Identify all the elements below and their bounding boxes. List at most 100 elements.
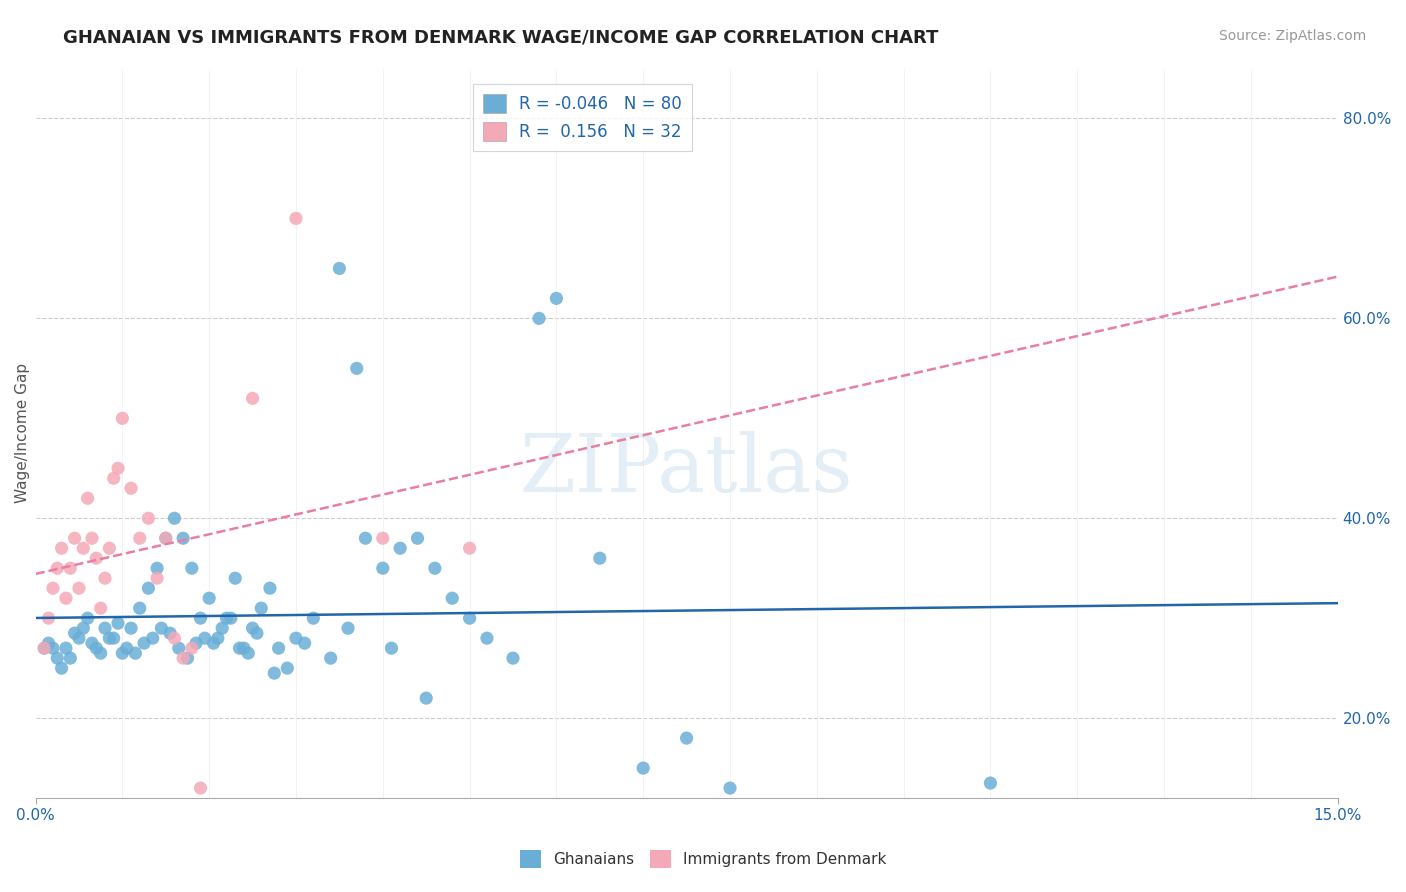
- Point: [138, 581, 160, 595]
- Y-axis label: Wage/Income Gap: Wage/Income Gap: [15, 363, 30, 503]
- Point: [718, 780, 741, 795]
- Point: [46, 561, 69, 575]
- Point: [120, 481, 142, 495]
- Point: [142, 631, 165, 645]
- Point: [198, 591, 221, 606]
- Point: [186, 636, 208, 650]
- Point: [207, 631, 229, 645]
- Point: [285, 631, 308, 645]
- Point: [180, 561, 202, 575]
- Point: [259, 581, 281, 595]
- Point: [167, 641, 190, 656]
- Point: [389, 541, 412, 556]
- Point: [59, 651, 82, 665]
- Point: [67, 581, 90, 595]
- Point: [32, 641, 55, 656]
- Point: [59, 561, 82, 575]
- Point: [86, 551, 108, 566]
- Point: [371, 531, 394, 545]
- Point: [979, 776, 1001, 790]
- Point: [124, 646, 146, 660]
- Point: [46, 651, 69, 665]
- Point: [285, 211, 308, 226]
- Point: [159, 626, 181, 640]
- Point: [111, 411, 134, 425]
- Point: [380, 641, 402, 656]
- Point: [589, 551, 612, 566]
- Point: [163, 631, 186, 645]
- Point: [111, 646, 134, 660]
- Point: [238, 646, 260, 660]
- Point: [86, 641, 108, 656]
- Point: [38, 636, 60, 650]
- Point: [194, 631, 217, 645]
- Point: [354, 531, 377, 545]
- Legend: R = -0.046   N = 80, R =  0.156   N = 32: R = -0.046 N = 80, R = 0.156 N = 32: [472, 84, 692, 151]
- Point: [155, 531, 177, 545]
- Point: [150, 621, 173, 635]
- Point: [42, 641, 65, 656]
- Point: [80, 531, 103, 545]
- Point: [55, 591, 77, 606]
- Point: [103, 471, 125, 485]
- Point: [190, 611, 212, 625]
- Point: [527, 311, 550, 326]
- Point: [146, 561, 169, 575]
- Point: [246, 626, 269, 640]
- Point: [319, 651, 342, 665]
- Point: [76, 491, 98, 506]
- Point: [228, 641, 250, 656]
- Point: [224, 571, 246, 585]
- Point: [180, 641, 202, 656]
- Point: [232, 641, 254, 656]
- Point: [146, 571, 169, 585]
- Point: [115, 641, 138, 656]
- Point: [176, 651, 198, 665]
- Point: [63, 626, 86, 640]
- Point: [138, 511, 160, 525]
- Point: [38, 611, 60, 625]
- Point: [250, 601, 273, 615]
- Point: [219, 611, 242, 625]
- Point: [675, 731, 697, 745]
- Point: [302, 611, 325, 625]
- Point: [458, 611, 481, 625]
- Point: [32, 641, 55, 656]
- Point: [90, 601, 112, 615]
- Point: [98, 631, 121, 645]
- Point: [631, 761, 654, 775]
- Point: [294, 636, 316, 650]
- Point: [172, 651, 194, 665]
- Point: [415, 691, 437, 706]
- Point: [371, 561, 394, 575]
- Point: [80, 636, 103, 650]
- Point: [120, 621, 142, 635]
- Point: [94, 571, 117, 585]
- Point: [51, 661, 73, 675]
- Point: [72, 621, 94, 635]
- Point: [128, 601, 150, 615]
- Point: [475, 631, 498, 645]
- Point: [107, 461, 129, 475]
- Point: [215, 611, 238, 625]
- Point: [155, 531, 177, 545]
- Point: [42, 581, 65, 595]
- Point: [211, 621, 233, 635]
- Legend: Ghanaians, Immigrants from Denmark: Ghanaians, Immigrants from Denmark: [513, 844, 893, 873]
- Point: [406, 531, 429, 545]
- Point: [263, 666, 285, 681]
- Point: [103, 631, 125, 645]
- Text: ZIPatlas: ZIPatlas: [520, 431, 853, 508]
- Point: [337, 621, 360, 635]
- Text: GHANAIAN VS IMMIGRANTS FROM DENMARK WAGE/INCOME GAP CORRELATION CHART: GHANAIAN VS IMMIGRANTS FROM DENMARK WAGE…: [63, 29, 939, 46]
- Point: [502, 651, 524, 665]
- Point: [132, 636, 155, 650]
- Point: [67, 631, 90, 645]
- Point: [546, 292, 568, 306]
- Point: [163, 511, 186, 525]
- Point: [76, 611, 98, 625]
- Point: [128, 531, 150, 545]
- Point: [267, 641, 290, 656]
- Point: [276, 661, 298, 675]
- Point: [72, 541, 94, 556]
